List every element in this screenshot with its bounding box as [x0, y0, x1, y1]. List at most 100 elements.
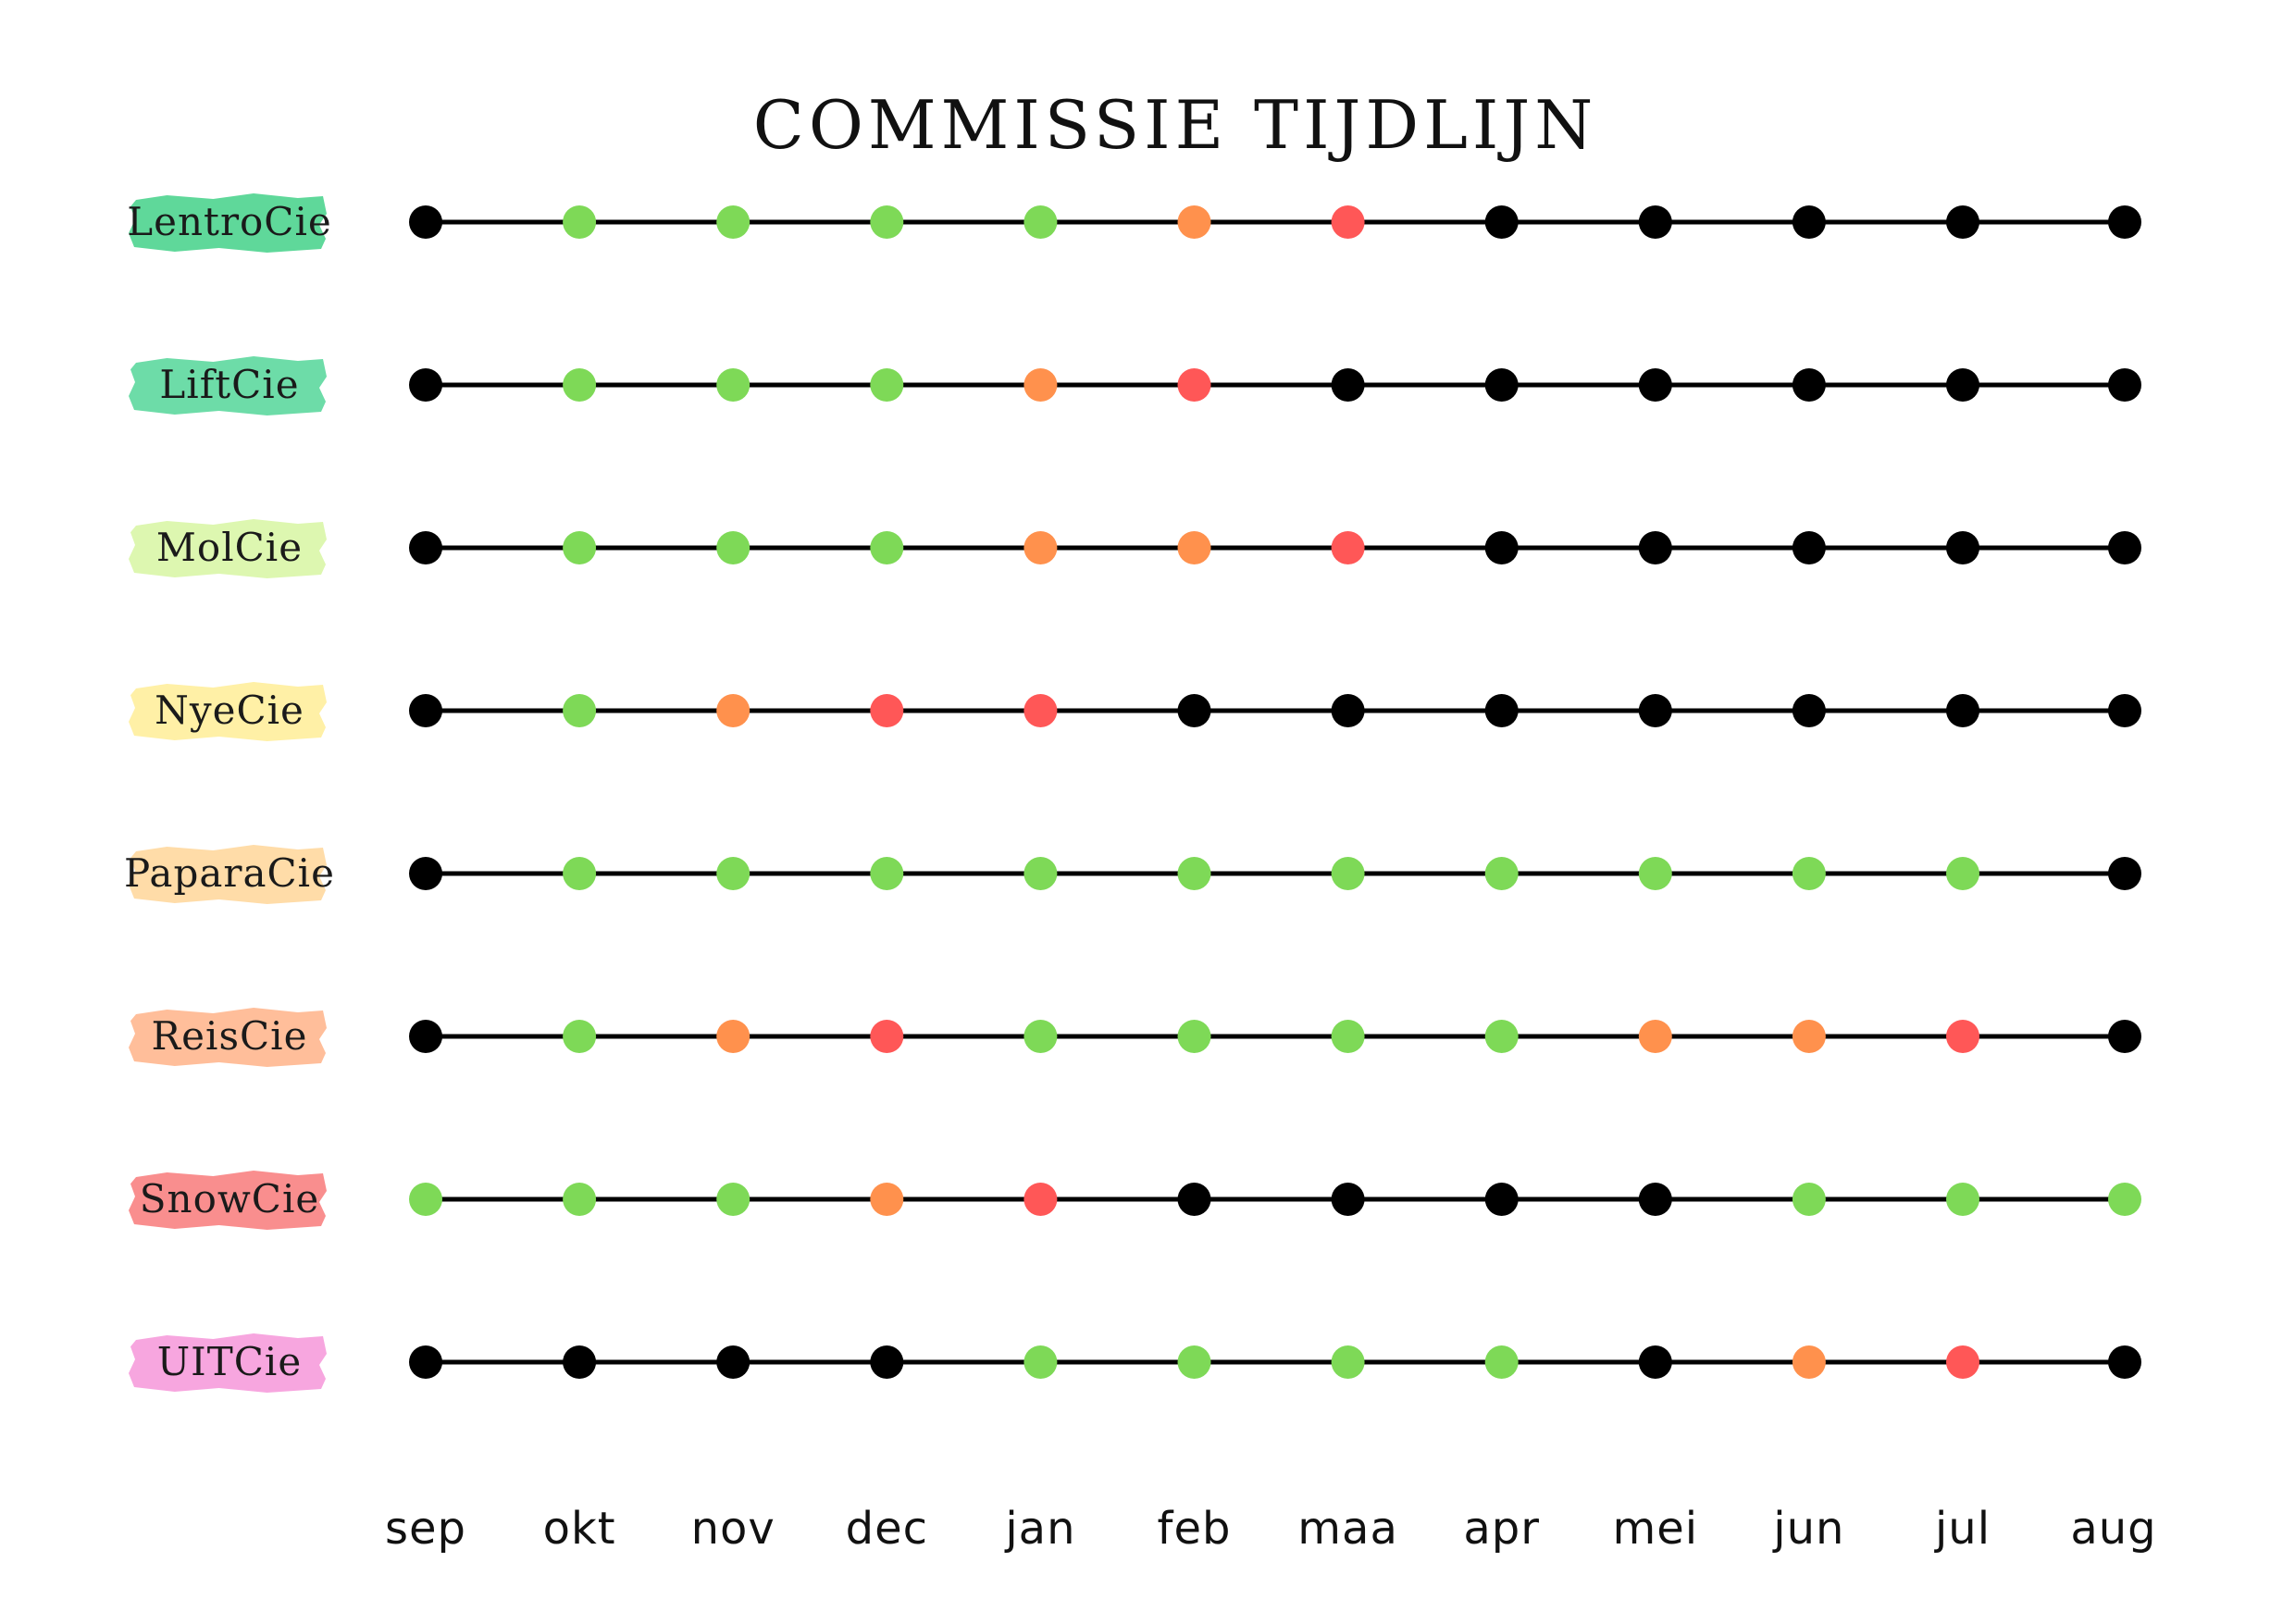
- label-brush-stroke: [129, 682, 327, 741]
- month-label-jan: jan: [1004, 1503, 1075, 1555]
- status-dot-maa-black: [1331, 1183, 1365, 1216]
- status-dot-jul-red: [1946, 1345, 1979, 1379]
- month-label-maa: maa: [1297, 1503, 1398, 1555]
- status-dot-jun-black: [1792, 694, 1826, 727]
- committee-label: LentroCie: [127, 193, 331, 253]
- committee-label: SnowCie: [129, 1171, 327, 1230]
- status-dot-apr-black: [1484, 368, 1519, 402]
- status-dot-jun-orange: [1792, 1345, 1826, 1379]
- status-dot-dec-green: [870, 368, 904, 402]
- status-dot-nov-orange: [716, 694, 751, 727]
- label-brush-stroke: [129, 193, 327, 253]
- status-dot-sep-black: [409, 368, 442, 402]
- status-dot-dec-red: [870, 1020, 904, 1053]
- status-dot-mei-black: [1638, 1345, 1672, 1379]
- committee-name: NyeCie: [155, 688, 304, 733]
- label-brush-stroke: [129, 845, 327, 904]
- status-dot-jun-green: [1792, 1183, 1826, 1216]
- committee-name: MolCie: [156, 525, 303, 570]
- label-brush-stroke: [129, 1333, 327, 1393]
- label-brush-stroke: [129, 1008, 327, 1067]
- status-dot-jun-orange: [1792, 1020, 1826, 1053]
- status-dot-mei-black: [1638, 1183, 1672, 1216]
- committee-label: NyeCie: [129, 682, 327, 741]
- status-dot-maa-black: [1331, 368, 1365, 402]
- label-brush-stroke: [129, 356, 327, 415]
- status-dot-maa-green: [1331, 1020, 1365, 1053]
- status-dot-mei-green: [1638, 857, 1672, 890]
- status-dot-sep-green: [409, 1183, 442, 1216]
- committee-label: PaparaCie: [124, 845, 334, 904]
- committee-name: ReisCie: [152, 1013, 308, 1059]
- committee-label: ReisCie: [129, 1008, 327, 1067]
- status-dot-feb-green: [1177, 1020, 1211, 1053]
- status-dot-sep-black: [409, 531, 442, 564]
- page-title: COMMISSIE TIJDLIJN: [753, 86, 1597, 164]
- status-dot-okt-green: [563, 857, 597, 890]
- status-dot-nov-orange: [716, 1020, 751, 1053]
- month-label-apr: apr: [1463, 1503, 1540, 1555]
- status-dot-nov-green: [716, 368, 751, 402]
- status-dot-aug-black: [2108, 1345, 2141, 1379]
- status-dot-maa-green: [1331, 1345, 1365, 1379]
- status-dot-jan-red: [1023, 1183, 1058, 1216]
- status-dot-jan-green: [1023, 1345, 1058, 1379]
- status-dot-dec-red: [870, 694, 904, 727]
- status-dot-nov-green: [716, 1183, 751, 1216]
- committee-name: LentroCie: [127, 199, 331, 244]
- status-dot-dec-green: [870, 531, 904, 564]
- status-dot-sep-black: [409, 205, 442, 239]
- status-dot-dec-green: [870, 857, 904, 890]
- status-dot-jul-red: [1946, 1020, 1979, 1053]
- status-dot-feb-green: [1177, 1345, 1211, 1379]
- status-dot-jun-green: [1792, 857, 1826, 890]
- status-dot-sep-black: [409, 1345, 442, 1379]
- status-dot-apr-black: [1484, 531, 1519, 564]
- status-dot-okt-green: [563, 1183, 597, 1216]
- committee-row: MolCie: [129, 519, 2141, 578]
- status-dot-feb-orange: [1177, 205, 1211, 239]
- committee-row: ReisCie: [129, 1008, 2141, 1067]
- status-dot-sep-black: [409, 694, 442, 727]
- status-dot-jan-green: [1023, 1020, 1058, 1053]
- status-dot-maa-black: [1331, 694, 1365, 727]
- committee-row: SnowCie: [129, 1171, 2141, 1230]
- status-dot-mei-black: [1638, 205, 1672, 239]
- month-label-okt: okt: [543, 1503, 616, 1555]
- committee-name: UITCie: [157, 1339, 302, 1384]
- committee-name: SnowCie: [140, 1176, 319, 1221]
- committee-name: LiftCie: [159, 362, 299, 407]
- status-dot-jan-green: [1023, 205, 1058, 239]
- status-dot-jul-green: [1946, 857, 1979, 890]
- status-dot-okt-green: [563, 205, 597, 239]
- month-label-jul: jul: [1934, 1503, 1991, 1555]
- month-label-mei: mei: [1612, 1503, 1698, 1555]
- month-label-jun: jun: [1772, 1503, 1844, 1555]
- committee-label: UITCie: [129, 1333, 327, 1393]
- status-dot-okt-green: [563, 368, 597, 402]
- status-dot-apr-black: [1484, 205, 1519, 239]
- status-dot-mei-black: [1638, 531, 1672, 564]
- status-dot-feb-orange: [1177, 531, 1211, 564]
- status-dot-okt-black: [563, 1345, 597, 1379]
- committee-label: LiftCie: [129, 356, 327, 415]
- status-dot-nov-black: [716, 1345, 751, 1379]
- status-dot-jun-black: [1792, 205, 1826, 239]
- status-dot-feb-green: [1177, 857, 1211, 890]
- status-dot-aug-green: [2108, 1183, 2141, 1216]
- status-dot-okt-green: [563, 531, 597, 564]
- committee-rows: LentroCie LiftCie MolCie NyeCie PaparaCie Rei…: [124, 193, 2141, 1393]
- status-dot-apr-black: [1484, 694, 1519, 727]
- status-dot-maa-red: [1331, 205, 1365, 239]
- status-dot-maa-green: [1331, 857, 1365, 890]
- committee-row: PaparaCie: [124, 845, 2141, 904]
- status-dot-jul-black: [1946, 205, 1979, 239]
- status-dot-aug-black: [2108, 205, 2141, 239]
- committee-row: UITCie: [129, 1333, 2141, 1393]
- status-dot-okt-green: [563, 694, 597, 727]
- month-label-feb: feb: [1158, 1503, 1232, 1555]
- status-dot-aug-black: [2108, 1020, 2141, 1053]
- status-dot-jan-orange: [1023, 531, 1058, 564]
- status-dot-jul-green: [1946, 1183, 1979, 1216]
